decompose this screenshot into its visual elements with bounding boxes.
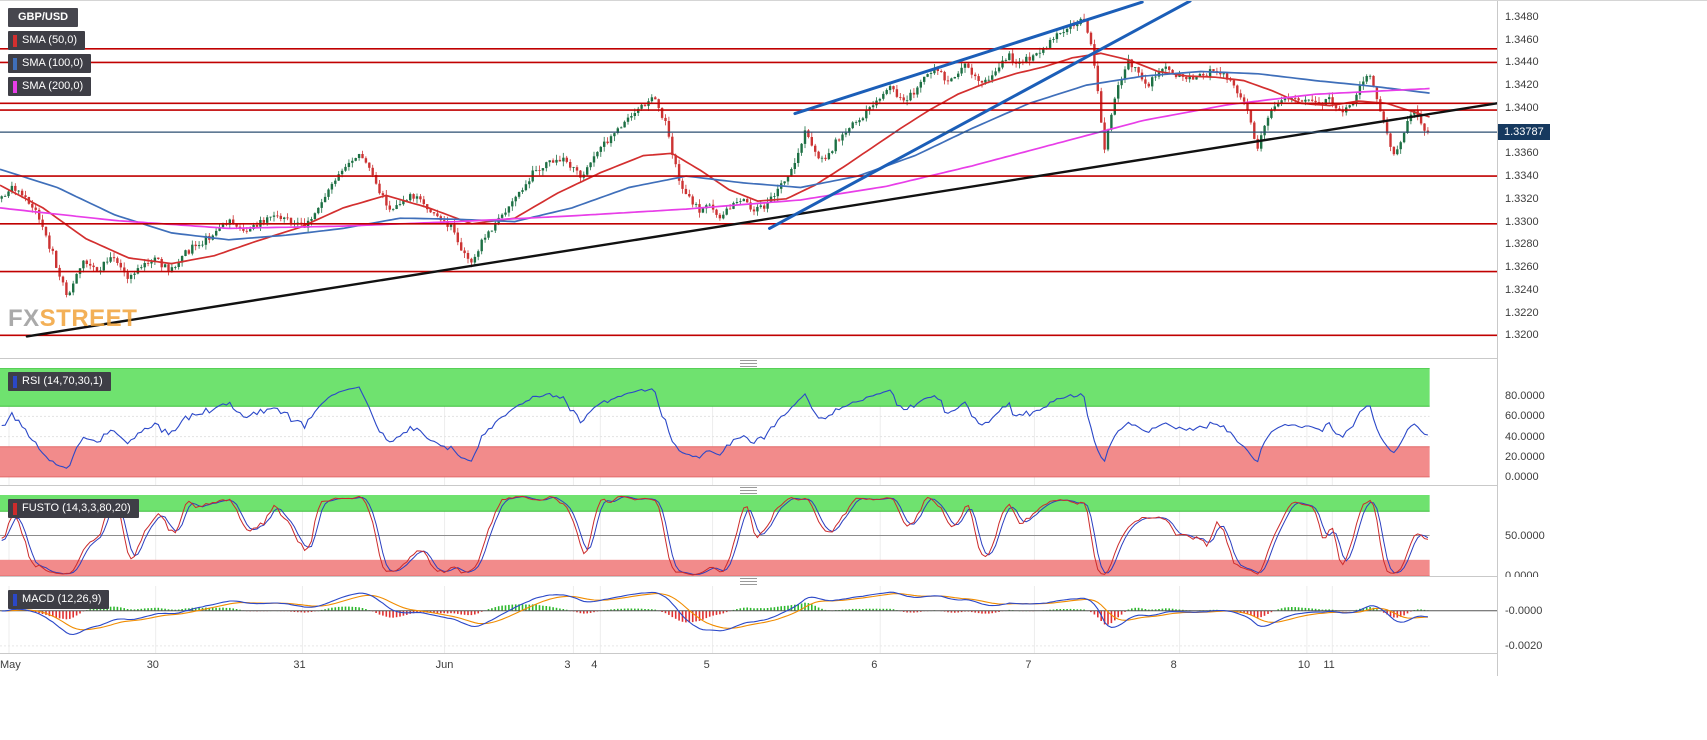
time-axis-label: 31 xyxy=(293,659,306,671)
time-axis-label: 3 xyxy=(564,659,571,671)
axis-label: 20.0000 xyxy=(1505,450,1545,463)
price-panel: GBP/USD SMA (50,0) SMA (100,0) SMA (200,… xyxy=(0,1,1497,359)
legend: GBP/USD SMA (50,0) SMA (100,0) SMA (200,… xyxy=(8,8,92,100)
time-axis-label: 8 xyxy=(1170,659,1177,671)
fxstreet-watermark: FXSTREET xyxy=(8,305,137,333)
macd-color-strip xyxy=(13,593,17,606)
price-axis-label: 1.3280 xyxy=(1505,238,1539,251)
watermark-street: STREET xyxy=(39,305,138,332)
axis-label: 40.0000 xyxy=(1505,430,1545,443)
stochastic-label: FUSTO (14,3,3,80,20) xyxy=(22,502,131,514)
time-axis-label: Jun xyxy=(435,659,454,671)
price-axis-label: 1.3300 xyxy=(1505,215,1539,228)
price-axis-label: 1.3480 xyxy=(1505,10,1539,23)
price-axis-label: 1.3320 xyxy=(1505,192,1539,205)
sma50-label: SMA (50,0) xyxy=(22,34,78,46)
time-axis-label: 6 xyxy=(871,659,878,671)
panel-resize-handle[interactable] xyxy=(740,578,757,585)
price-axis-label: 1.3240 xyxy=(1505,283,1539,296)
bottom-spacer xyxy=(0,676,1707,740)
rsi-chart[interactable] xyxy=(0,368,1497,485)
sma100-label: SMA (100,0) xyxy=(22,57,84,69)
price-axis-label: 1.3220 xyxy=(1505,306,1539,319)
price-axis-label: 1.3460 xyxy=(1505,33,1539,46)
stochastic-color-strip xyxy=(13,502,17,515)
time-axis-label: May xyxy=(0,659,21,671)
axis-label: 60.0000 xyxy=(1505,410,1545,423)
symbol-badge[interactable]: GBP/USD xyxy=(8,8,79,27)
time-axis-label: 4 xyxy=(591,659,598,671)
price-axis-label: 1.3440 xyxy=(1505,56,1539,69)
macd-label: MACD (12,26,9) xyxy=(22,593,102,605)
price-axis-label: 1.3360 xyxy=(1505,147,1539,160)
axis-label: 50.0000 xyxy=(1505,529,1545,542)
sma100-color-strip xyxy=(13,57,17,70)
axis-label: 80.0000 xyxy=(1505,390,1545,403)
price-axis-label: 1.3200 xyxy=(1505,329,1539,342)
price-axis-label: 1.3260 xyxy=(1505,261,1539,274)
current-price-badge: 1.33787 xyxy=(1498,124,1550,141)
time-axis-label: 30 xyxy=(146,659,159,671)
price-axis-label: 1.3400 xyxy=(1505,101,1539,114)
price-axis-label: 1.3420 xyxy=(1505,79,1539,92)
sma200-color-strip xyxy=(13,80,17,93)
price-axis[interactable]: 1.33787 1.3480 1.3460 1.3440 1.3420 1.3400 1.… xyxy=(1497,1,1707,359)
panel-resize-handle[interactable] xyxy=(740,487,757,494)
macd-panel: MACD (12,26,9) xyxy=(0,586,1497,654)
stochastic-axis[interactable]: 50.0000 0.0000 xyxy=(1497,495,1707,582)
sma100-legend[interactable]: SMA (100,0) xyxy=(8,54,92,73)
rsi-label: RSI (14,70,30,1) xyxy=(22,375,103,387)
stochastic-legend[interactable]: FUSTO (14,3,3,80,20) xyxy=(8,499,139,518)
time-axis[interactable]: May 30 31 Jun 3 4 5 6 7 8 10 11 xyxy=(0,654,1497,676)
axis-label: 0.0000 xyxy=(1505,470,1539,483)
axis-label: -0.0020 xyxy=(1505,639,1543,652)
macd-chart[interactable] xyxy=(0,586,1497,653)
time-axis-label: 7 xyxy=(1025,659,1032,671)
rsi-color-strip xyxy=(13,375,17,388)
macd-legend[interactable]: MACD (12,26,9) xyxy=(8,590,110,609)
panel-resize-handle[interactable] xyxy=(740,360,757,367)
stochastic-chart[interactable] xyxy=(0,495,1497,576)
sma50-color-strip xyxy=(13,34,17,47)
sma50-legend[interactable]: SMA (50,0) xyxy=(8,31,86,50)
price-axis-label: 1.3340 xyxy=(1505,170,1539,183)
sma200-legend[interactable]: SMA (200,0) xyxy=(8,77,92,96)
axis-label: -0.0000 xyxy=(1505,604,1543,617)
rsi-panel: RSI (14,70,30,1) xyxy=(0,368,1497,486)
rsi-axis[interactable]: 80.0000 60.0000 40.0000 20.0000 0.0000 xyxy=(1497,368,1707,486)
stochastic-panel: FUSTO (14,3,3,80,20) xyxy=(0,495,1497,577)
rsi-legend[interactable]: RSI (14,70,30,1) xyxy=(8,372,111,391)
candlestick-chart[interactable] xyxy=(0,1,1497,358)
macd-axis[interactable]: -0.0000 -0.0020 xyxy=(1497,586,1707,654)
time-axis-label: 5 xyxy=(703,659,710,671)
sma200-label: SMA (200,0) xyxy=(22,80,84,92)
watermark-fx: FX xyxy=(8,305,40,332)
time-axis-label: 11 xyxy=(1323,659,1335,671)
time-axis-label: 10 xyxy=(1297,659,1311,671)
